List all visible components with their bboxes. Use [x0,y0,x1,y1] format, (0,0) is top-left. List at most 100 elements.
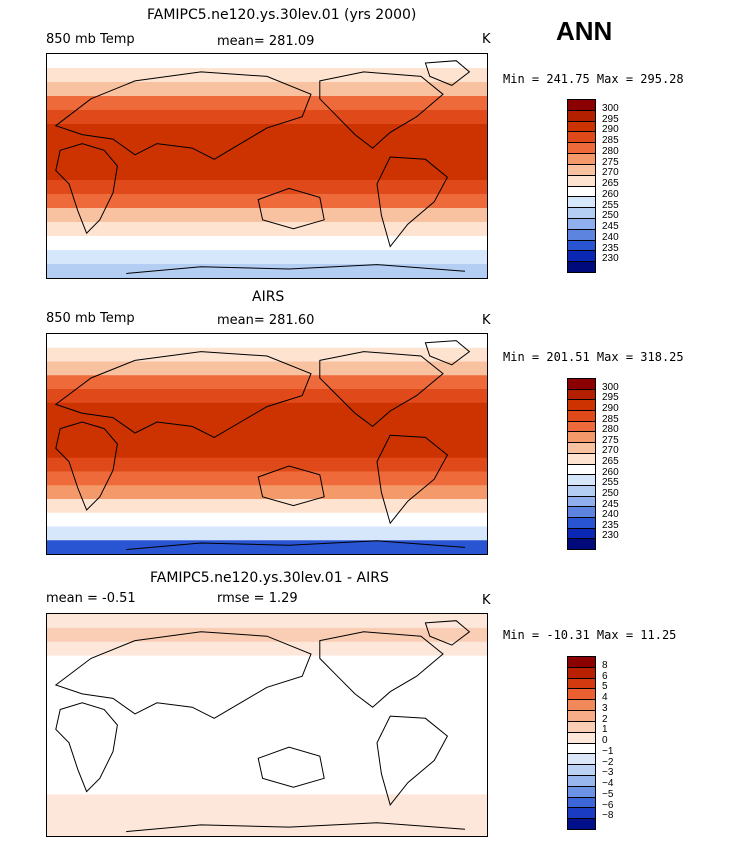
map-zonal-band [47,375,487,390]
colorbar-swatch [568,197,595,209]
colorbar-tick-label: 300 [602,381,619,393]
map-zonal-band [47,96,487,111]
colorbar-tick-label: 240 [602,231,619,243]
colorbar-swatch [568,453,595,465]
colorbar-tick-label: 270 [602,445,619,457]
map-zonal-band [47,402,487,417]
colorbar-swatch [568,400,595,412]
colorbar-tick-label: 265 [602,456,619,467]
map-zonal-band [47,389,487,404]
panel2-map [46,333,488,555]
colorbar-swatch [568,464,595,476]
map-zonal-band [47,485,487,500]
colorbar-swatch [568,678,595,690]
colorbar-swatch [568,154,595,165]
coastline [257,746,325,788]
map-zonal-band [47,110,487,125]
panel3-minmax: Min = -10.31 Max = 11.25 [503,628,677,642]
colorbar-swatch [568,657,595,668]
colorbar-swatch [568,721,595,733]
colorbar-tick-label: 0 [602,735,608,746]
colorbar-tick-label: 255 [602,477,619,489]
colorbar-swatch [568,421,595,433]
map-zonal-band [47,614,487,629]
map-zonal-band [47,152,487,167]
coastline [55,143,118,235]
colorbar-swatch [568,797,595,809]
map-zonal-band [47,416,487,431]
panel2-mean: mean= 281.60 [217,313,315,328]
colorbar-tick-label: −2 [602,756,614,768]
panel3-title: FAMIPC5.ne120.ys.30lev.01 - AIRS [150,570,389,586]
colorbar-swatch [568,121,595,133]
colorbar-swatch [568,186,595,198]
panel3-coastlines [54,620,471,833]
map-zonal-band [47,512,487,527]
panel1-colorbar [567,99,596,273]
map-zonal-band [47,430,487,445]
map-zonal-band [47,138,487,153]
colorbar-tick-label: 285 [602,135,619,146]
colorbar-tick-label: 235 [602,242,619,254]
coastline [376,434,449,525]
map-zonal-band [47,752,487,768]
panel3-map [46,613,488,837]
colorbar-swatch [568,389,595,401]
colorbar-tick-label: 275 [602,434,619,446]
panel3-map-svg [47,614,487,836]
map-zonal-band [47,669,487,684]
map-zonal-band [47,627,487,643]
map-zonal-band [47,236,487,251]
map-zonal-band [47,683,487,698]
colorbar-tick-label: 235 [602,519,619,531]
colorbar-tick-label: 2 [602,713,608,725]
map-zonal-band [47,499,487,514]
colorbar-swatch [568,262,595,272]
panel1-map [46,53,488,279]
map-zonal-band [47,347,487,362]
panel3-mean: mean = -0.51 [46,591,136,606]
colorbar-swatch [568,164,595,176]
coastline [55,421,118,511]
map-zonal-band [47,711,487,726]
coastline [126,822,466,833]
colorbar-tick-label: 280 [602,424,619,436]
panel1-coastlines [54,60,471,274]
colorbar-tick-label: 4 [602,692,608,703]
map-zonal-band [47,82,487,97]
coastline [319,351,444,428]
map-zonal-band [47,540,487,554]
colorbar-swatch [568,485,595,497]
map-zonal-band [47,68,487,83]
colorbar-swatch [568,251,595,263]
colorbar-tick-label: 295 [602,113,619,125]
colorbar-swatch [568,732,595,744]
colorbar-swatch [568,743,595,755]
colorbar-tick-label: 230 [602,530,619,542]
colorbar-swatch [568,711,595,722]
coastline [319,631,444,708]
panel3-units: K [482,593,491,608]
map-zonal-band [47,697,487,712]
colorbar-tick-label: 3 [602,702,608,714]
map-zonal-band [47,54,487,69]
colorbar-tick-label: −4 [602,778,614,789]
coastline [257,187,325,230]
colorbar-tick-label: 260 [602,466,619,478]
colorbar-tick-label: −8 [602,810,614,822]
colorbar-tick-label: 265 [602,178,619,189]
colorbar-tick-label: −5 [602,788,614,800]
map-zonal-band [47,444,487,459]
map-zonal-band [47,264,487,278]
coastline [54,631,312,719]
colorbar-swatch [568,765,595,776]
panel1-mean: mean= 281.09 [217,34,315,49]
panel2-variable-label: 850 mb Temp [46,311,135,326]
map-zonal-band [47,208,487,223]
colorbar-tick-label: 245 [602,498,619,510]
map-zonal-band [47,194,487,209]
colorbar-swatch [568,819,595,829]
colorbar-swatch [568,132,595,144]
colorbar-swatch [568,218,595,230]
colorbar-swatch [568,539,595,549]
